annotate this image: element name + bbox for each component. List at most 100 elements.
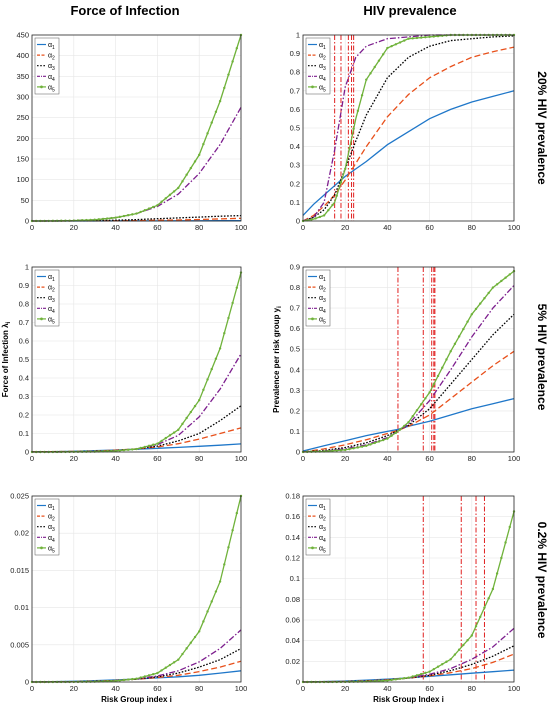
y-tick-label: 0.3 bbox=[290, 386, 300, 395]
legend-label-base: α bbox=[48, 63, 52, 70]
series-marker-5 bbox=[118, 679, 121, 682]
series-marker-5 bbox=[356, 446, 360, 449]
series-marker-5 bbox=[198, 153, 201, 157]
x-tick-label: 20 bbox=[70, 223, 78, 232]
legend-label-sub: 4 bbox=[323, 309, 326, 315]
legend-label-base: α bbox=[48, 274, 52, 281]
chart-panel-row3-right: 0 20 40 60 80 100 0 0.02 0.04 0.06 0.08 0.1 0.12 0.14… bbox=[285, 492, 520, 705]
y-tick-label: 0.025 bbox=[10, 492, 29, 501]
series-marker-5 bbox=[168, 193, 172, 197]
x-tick-label: 100 bbox=[235, 684, 248, 693]
x-tick-label: 80 bbox=[468, 223, 476, 232]
legend-label-base: α bbox=[319, 63, 323, 70]
series-marker-5 bbox=[139, 676, 142, 679]
y-tick-label: 0.015 bbox=[10, 566, 29, 575]
y-tick-label: 0.3 bbox=[290, 161, 300, 170]
legend-label: α2 bbox=[48, 514, 55, 523]
legend-label: α5 bbox=[48, 84, 55, 93]
legend-marker bbox=[40, 546, 43, 550]
series-marker-5 bbox=[495, 283, 499, 286]
series-marker-5 bbox=[339, 449, 343, 452]
y-tick-label: 0.01 bbox=[14, 603, 29, 612]
x-axis-label: Risk Group index i bbox=[101, 695, 172, 704]
x-tick-label: 60 bbox=[425, 684, 433, 693]
legend-label-sub: 2 bbox=[52, 288, 55, 294]
axes-frame bbox=[302, 495, 515, 683]
series-marker-5 bbox=[428, 35, 431, 39]
x-tick-label: 20 bbox=[70, 454, 78, 463]
series-marker-5 bbox=[152, 205, 155, 209]
series-marker-5 bbox=[491, 286, 495, 289]
series-marker-5 bbox=[381, 679, 385, 682]
axes-frame bbox=[31, 266, 242, 453]
y-tick-label: 0.8 bbox=[290, 68, 300, 77]
series-marker-5 bbox=[415, 36, 419, 40]
series-marker-5 bbox=[223, 86, 226, 90]
y-tick-label: 0.1 bbox=[290, 574, 300, 583]
series-marker-5 bbox=[214, 590, 218, 593]
x-tick-label: 80 bbox=[195, 684, 203, 693]
series-marker-5 bbox=[218, 580, 222, 583]
x-tick-label: 80 bbox=[468, 684, 476, 693]
series-marker-5 bbox=[235, 511, 239, 515]
legend-label-base: α bbox=[48, 545, 52, 552]
series-marker-5 bbox=[122, 214, 126, 218]
series-marker-5 bbox=[114, 679, 117, 683]
series-marker-5 bbox=[411, 415, 414, 418]
y-tick-label: 0.8 bbox=[19, 300, 29, 309]
y-axis-label-sub: i bbox=[6, 321, 12, 323]
series-marker-5 bbox=[394, 431, 398, 435]
series-marker-5 bbox=[377, 679, 381, 683]
series-marker-5 bbox=[487, 291, 490, 295]
series-marker-5 bbox=[223, 332, 226, 335]
series-marker-5 bbox=[415, 674, 419, 677]
series-marker-5 bbox=[210, 121, 213, 124]
legend-label: α4 bbox=[319, 535, 326, 544]
x-tick-label: 60 bbox=[153, 223, 161, 232]
series-marker-5 bbox=[441, 663, 444, 666]
series-marker-5 bbox=[310, 218, 313, 221]
x-tick-label: 100 bbox=[235, 223, 248, 232]
series-marker-5 bbox=[118, 215, 121, 219]
series-marker-5 bbox=[424, 671, 427, 675]
chart-panel-row2-left: 0 20 40 60 80 100 0 0.1 0.2 0.3 0.4 0.5 0.6 0.7 0.8 0.9… bbox=[1, 263, 247, 464]
y-tick-label: 0.5 bbox=[290, 124, 300, 133]
legend-label-base: α bbox=[319, 503, 323, 510]
series-marker-5 bbox=[390, 678, 393, 682]
series-marker-5 bbox=[114, 216, 117, 219]
series-marker-5 bbox=[314, 217, 317, 220]
y-tick-label: 50 bbox=[21, 196, 29, 205]
legend-label: α4 bbox=[48, 535, 55, 544]
legend-label-base: α bbox=[48, 524, 52, 531]
legend-label-sub: 3 bbox=[52, 66, 55, 72]
legend-label-base: α bbox=[319, 53, 323, 60]
series-marker-5 bbox=[152, 443, 155, 446]
series-marker-5 bbox=[462, 327, 465, 331]
series-marker-5 bbox=[436, 374, 440, 378]
x-tick-label: 80 bbox=[195, 223, 203, 232]
legend-label-sub: 1 bbox=[323, 506, 326, 512]
series-marker-5 bbox=[122, 448, 126, 452]
series-marker-5 bbox=[72, 219, 76, 222]
y-tick-label: 0.08 bbox=[285, 595, 300, 604]
plot-area bbox=[303, 267, 514, 452]
legend-label-sub: 3 bbox=[323, 527, 326, 533]
y-tick-label: 0.5 bbox=[290, 345, 300, 354]
series-marker-5 bbox=[466, 320, 469, 323]
series-marker-5 bbox=[445, 358, 448, 361]
series-marker-5 bbox=[415, 409, 419, 412]
y-tick-label: 0.4 bbox=[290, 365, 300, 374]
x-tick-label: 100 bbox=[508, 223, 521, 232]
x-tick-label: 20 bbox=[341, 684, 349, 693]
column-header-left: Force of Infection bbox=[70, 3, 179, 18]
series-line-3 bbox=[32, 214, 242, 222]
series-marker-5 bbox=[231, 301, 234, 305]
y-tick-label: 0.1 bbox=[19, 429, 29, 438]
legend-label-sub: 4 bbox=[52, 77, 55, 83]
series-line-2 bbox=[302, 653, 515, 683]
legend-label-base: α bbox=[48, 306, 52, 313]
legend-label-base: α bbox=[319, 316, 323, 323]
chart-panel-row3-left: 0 20 40 60 80 10000.0050.010.0150.020.025α1α2… bbox=[10, 492, 247, 705]
